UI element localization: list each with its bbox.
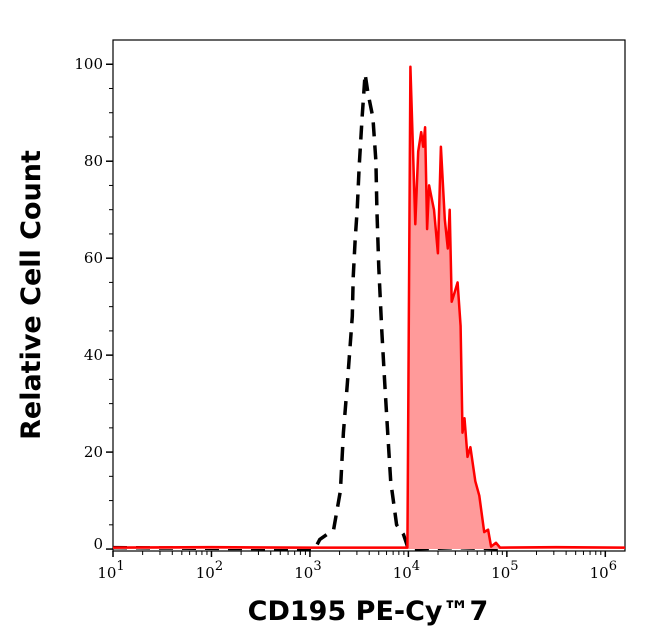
y-tick-label: 0 (93, 535, 103, 553)
x-tick-exponent: 3 (313, 559, 321, 574)
x-tick-label: 105 (491, 559, 518, 582)
x-tick-base: 10 (491, 564, 510, 582)
y-axis-label: Relative Cell Count (16, 150, 47, 440)
x-axis-label: CD195 PE-Cy™7 (248, 596, 489, 627)
x-tick-exponent: 6 (609, 559, 617, 574)
x-tick-label: 106 (590, 559, 617, 582)
x-tick-label: 102 (196, 559, 223, 582)
x-tick-base: 10 (196, 564, 215, 582)
y-tick-label: 100 (74, 55, 103, 73)
series-layer (112, 65, 626, 551)
series-line-0 (112, 72, 507, 551)
series-line-1 (112, 65, 626, 549)
x-tick-base: 10 (97, 564, 116, 582)
x-tick-base: 10 (294, 564, 313, 582)
x-tick-base: 10 (590, 564, 609, 582)
x-tick-label: 104 (393, 559, 420, 582)
plot-frame (112, 39, 626, 552)
x-tick-exponent: 4 (412, 559, 420, 574)
y-tick-label: 40 (84, 346, 103, 364)
x-tick-base: 10 (393, 564, 412, 582)
x-tick-exponent: 2 (215, 559, 223, 574)
x-tick-label: 101 (97, 559, 124, 582)
y-tick-label: 60 (84, 249, 103, 267)
x-tick-exponent: 1 (116, 559, 124, 574)
x-tick-label: 103 (294, 559, 321, 582)
y-tick-label: 20 (84, 443, 103, 461)
x-tick-exponent: 5 (510, 559, 518, 574)
y-tick-label: 80 (84, 152, 103, 170)
